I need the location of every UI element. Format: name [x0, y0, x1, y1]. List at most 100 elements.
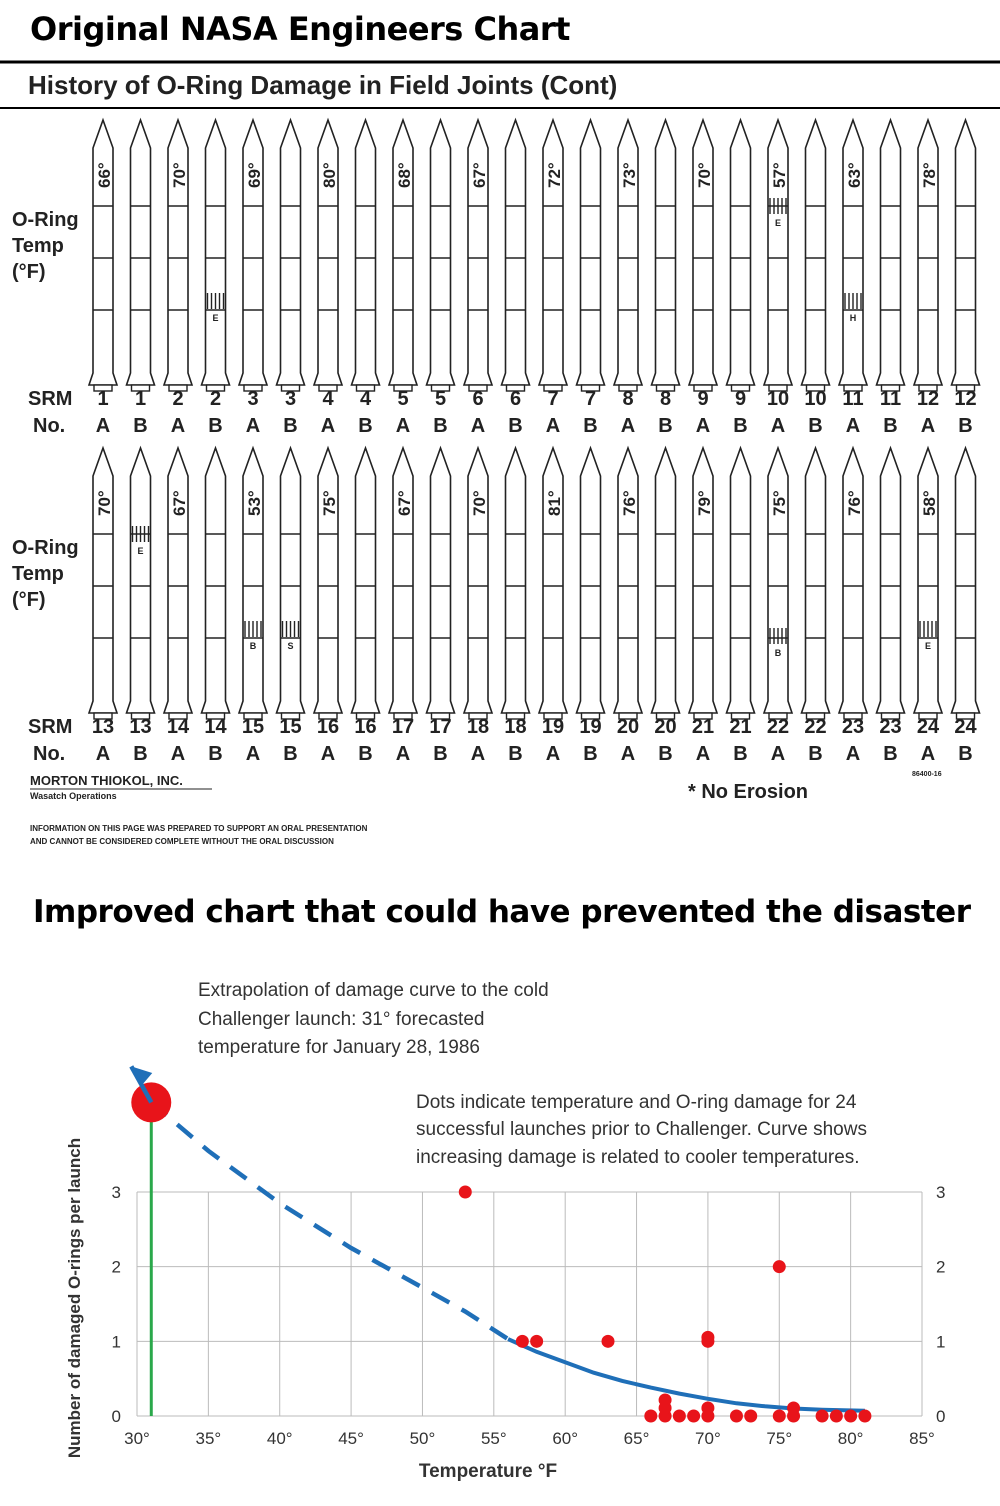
oring-temp: 63° — [845, 162, 864, 188]
rocket-2a: 70° — [162, 117, 194, 392]
srm-number: 24 — [954, 716, 977, 738]
x-tick-label: 80° — [838, 1429, 864, 1448]
footnote-line-1: INFORMATION ON THIS PAGE WAS PREPARED TO… — [30, 824, 368, 833]
rocket-body — [350, 445, 381, 714]
data-point — [687, 1409, 701, 1423]
srm-side: B — [808, 743, 822, 765]
rocket-3a: 69° — [237, 117, 269, 392]
srm-side: B — [508, 415, 522, 437]
rocket-nozzle — [918, 712, 938, 720]
rocket-21b — [725, 445, 756, 720]
srm-side: B — [133, 743, 147, 765]
rocket-nozzle — [580, 384, 601, 392]
x-tick-label: 30° — [124, 1429, 150, 1448]
company-division: Wasatch Operations — [30, 791, 117, 801]
srm-number: 4 — [360, 388, 372, 410]
rocket-nozzle — [655, 712, 676, 720]
srm-side: B — [958, 415, 972, 437]
rocket-nozzle — [843, 384, 863, 392]
srm-side: B — [658, 743, 672, 765]
temp-axis-label-3: (°F) — [12, 261, 46, 283]
rocket-nozzle — [768, 384, 788, 392]
rocket-body — [837, 117, 869, 386]
no-erosion-legend: * No Erosion — [688, 781, 808, 803]
srm-number: 15 — [279, 716, 301, 738]
rocket-nozzle — [618, 712, 638, 720]
srm-number: 12 — [954, 388, 976, 410]
srm-number: 16 — [354, 716, 376, 738]
oring-temp: 70° — [695, 162, 714, 188]
rocket-body — [537, 117, 569, 386]
rocket-nozzle — [693, 712, 713, 720]
rocket-body — [912, 445, 944, 714]
data-point — [644, 1409, 658, 1423]
srm-side: A — [171, 743, 185, 765]
srm-label: SRM — [28, 716, 72, 738]
rocket-14a: 67° — [162, 445, 194, 720]
srm-side: B — [658, 415, 672, 437]
temp-axis-label-2: Temp — [12, 563, 64, 585]
damage-letter: S — [287, 641, 293, 651]
x-axis-label: Temperature °F — [419, 1461, 557, 1482]
rocket-body — [837, 445, 869, 714]
rocket-body — [725, 445, 756, 714]
rocket-11b — [875, 117, 906, 392]
srm-side: B — [508, 743, 522, 765]
rocket-body — [162, 117, 194, 386]
srm-side: A — [921, 415, 935, 437]
data-point — [787, 1401, 801, 1415]
data-point — [701, 1330, 715, 1344]
annotation-extrapolation-line-1: Extrapolation of damage curve to the col… — [198, 980, 549, 1001]
srm-number: 7 — [547, 388, 558, 410]
oring-temp: 75° — [320, 490, 339, 516]
rocket-nozzle — [918, 384, 938, 392]
srm-number: 13 — [129, 716, 151, 738]
rocket-8a: 73° — [612, 117, 644, 392]
srm-number: 19 — [579, 716, 601, 738]
rocket-body — [387, 117, 419, 386]
oring-temp: 75° — [770, 490, 789, 516]
rocket-4b — [350, 117, 381, 392]
srm-number: 11 — [880, 388, 901, 410]
company-name: MORTON THIOKOL, INC. — [30, 773, 183, 788]
rocket-nozzle — [955, 384, 976, 392]
rocket-22b — [800, 445, 831, 720]
srm-label: SRM — [28, 388, 72, 410]
annotation-dots: Dots indicate temperature and O-ring dam… — [416, 1092, 867, 1168]
rocket-nozzle — [130, 384, 151, 392]
srm-side: A — [771, 743, 785, 765]
annotation-extrapolation-line-3: temperature for January 28, 1986 — [198, 1037, 480, 1058]
x-tick-label: 50° — [410, 1429, 436, 1448]
rocket-20a: 76° — [612, 445, 644, 720]
srm-side: A — [246, 743, 260, 765]
rocket-15a: 53° B — [237, 445, 269, 720]
data-point — [844, 1409, 858, 1423]
srm-side: B — [583, 415, 597, 437]
rocket-nozzle — [168, 384, 188, 392]
rocket-7a: 72° — [537, 117, 569, 392]
y-tick-label-left: 0 — [112, 1407, 121, 1426]
rocket-body — [275, 445, 306, 714]
rocket-10a: 57° E — [762, 117, 794, 392]
rocket-6b — [500, 117, 531, 392]
rocket-9a: 70° — [687, 117, 719, 392]
srm-number: 12 — [917, 388, 939, 410]
srm-side: A — [396, 415, 410, 437]
rocket-nozzle — [880, 384, 901, 392]
rocket-4a: 80° — [312, 117, 344, 392]
srm-number: 9 — [697, 388, 708, 410]
srm-number: 8 — [622, 388, 633, 410]
srm-side: B — [283, 415, 297, 437]
x-tick-label: 65° — [624, 1429, 650, 1448]
srm-side: A — [846, 743, 860, 765]
srm-number: 1 — [135, 388, 146, 410]
srm-side: A — [621, 743, 635, 765]
srm-number: 6 — [472, 388, 483, 410]
srm-side: A — [921, 743, 935, 765]
rocket-nozzle — [468, 712, 488, 720]
srm-number: 17 — [392, 716, 414, 738]
rocket-body — [800, 445, 831, 714]
rocket-22a: 75° B — [762, 445, 794, 720]
oring-temp: 78° — [920, 162, 939, 188]
srm-side: B — [433, 743, 447, 765]
